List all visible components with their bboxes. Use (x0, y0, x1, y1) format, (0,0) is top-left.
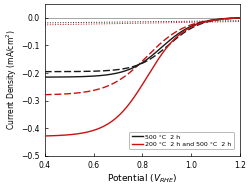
500 °C  2 h (43, 76, 46, 78)
500 °C  2 h (107, 74, 110, 76)
Legend: 500 °C  2 h, 200 °C  2 h and 500 °C  2 h: 500 °C 2 h, 200 °C 2 h and 500 °C 2 h (129, 132, 234, 149)
500 °C  2 h (185, 27, 188, 30)
200 °C  2 h and 500 °C  2 h (120, 111, 124, 113)
500 °C  2 h (184, 28, 187, 30)
200 °C  2 h and 500 °C  2 h (107, 122, 110, 125)
500 °C  2 h (120, 71, 124, 73)
500 °C  2 h (67, 76, 70, 78)
X-axis label: Potential ($V_{RHE}$): Potential ($V_{RHE}$) (107, 172, 178, 185)
200 °C  2 h and 500 °C  2 h (166, 46, 169, 48)
200 °C  2 h and 500 °C  2 h (238, 17, 242, 19)
500 °C  2 h (238, 17, 242, 19)
Line: 200 °C  2 h and 500 °C  2 h: 200 °C 2 h and 500 °C 2 h (45, 18, 240, 136)
200 °C  2 h and 500 °C  2 h (185, 28, 188, 31)
Y-axis label: Current Density (mA/cm$^2$): Current Density (mA/cm$^2$) (4, 30, 18, 130)
500 °C  2 h (166, 41, 169, 43)
200 °C  2 h and 500 °C  2 h (67, 134, 70, 136)
200 °C  2 h and 500 °C  2 h (184, 29, 187, 31)
200 °C  2 h and 500 °C  2 h (43, 135, 46, 137)
Line: 500 °C  2 h: 500 °C 2 h (45, 18, 240, 77)
